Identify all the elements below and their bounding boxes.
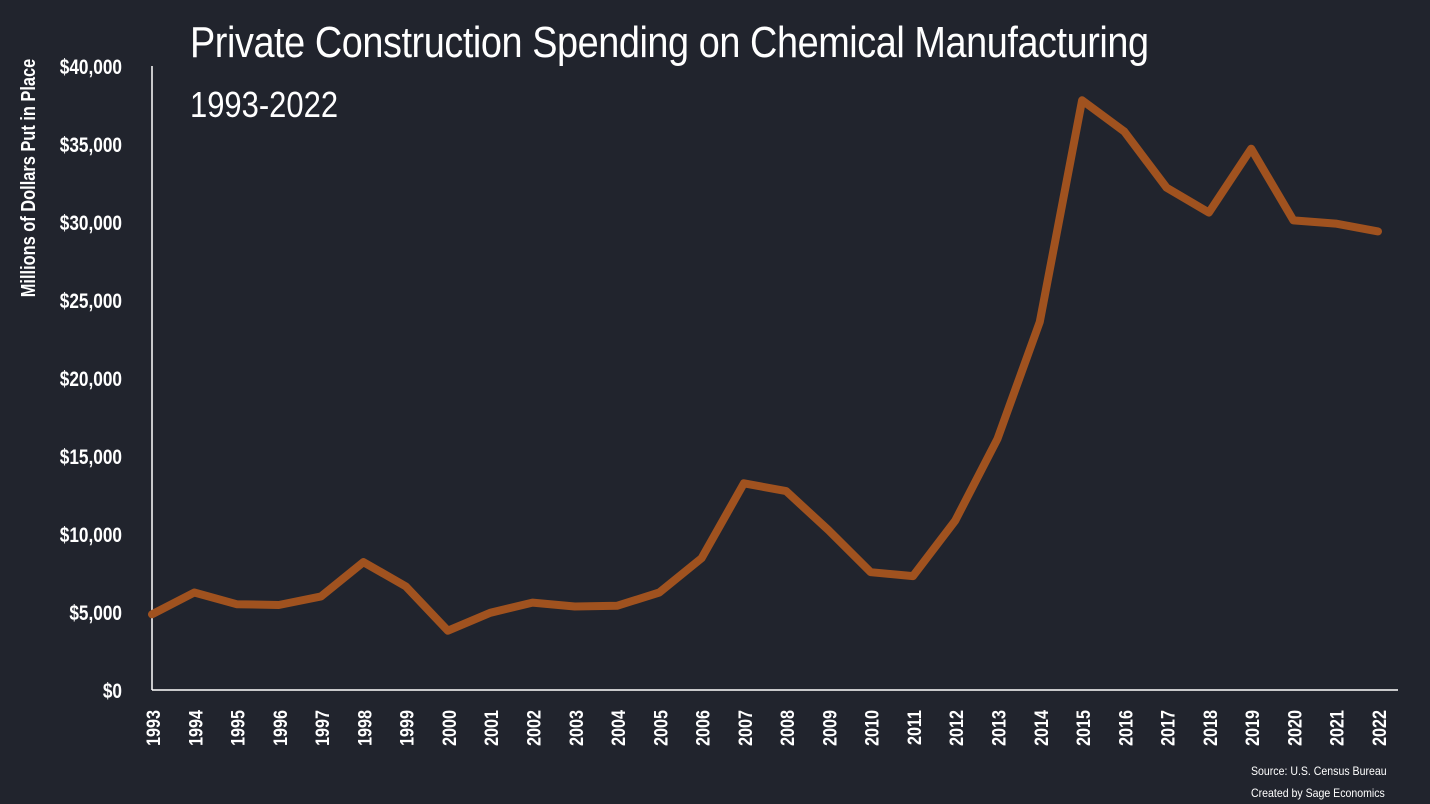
x-tick-label: 2013 bbox=[988, 710, 1010, 746]
y-tick-label: $0 bbox=[103, 681, 122, 704]
x-tick-label: 1996 bbox=[270, 710, 292, 746]
x-tick-label: 1998 bbox=[354, 710, 376, 746]
x-tick-label: 2009 bbox=[819, 710, 841, 746]
y-tick-label: $40,000 bbox=[60, 57, 122, 80]
chart-subtitle: 1993-2022 bbox=[190, 84, 339, 125]
x-tick-label: 2022 bbox=[1369, 710, 1391, 746]
x-tick-label: 2015 bbox=[1073, 710, 1095, 746]
source-note: Source: U.S. Census Bureau bbox=[1251, 764, 1387, 778]
x-tick-label: 2016 bbox=[1115, 710, 1137, 746]
x-tick-label: 2003 bbox=[566, 710, 588, 746]
x-tick-label: 2005 bbox=[650, 710, 672, 746]
y-axis-label: Millions of Dollars Put in Place bbox=[16, 59, 39, 297]
y-tick-label: $30,000 bbox=[60, 213, 122, 236]
x-tick-label: 2014 bbox=[1031, 710, 1053, 746]
x-tick-label: 2021 bbox=[1326, 710, 1348, 746]
y-tick-label: $20,000 bbox=[60, 369, 122, 392]
x-tick-label: 2002 bbox=[523, 710, 545, 746]
y-tick-label: $25,000 bbox=[60, 291, 122, 314]
x-tick-label: 2006 bbox=[692, 710, 714, 746]
y-tick-label: $15,000 bbox=[60, 447, 122, 470]
x-tick-label: 1999 bbox=[396, 710, 418, 746]
x-tick-label: 1993 bbox=[143, 710, 165, 746]
chart-title: Private Construction Spending on Chemica… bbox=[190, 18, 1149, 67]
x-tick-label: 2001 bbox=[481, 710, 503, 746]
x-tick-label: 2012 bbox=[946, 710, 968, 746]
x-tick-label: 2011 bbox=[904, 710, 926, 745]
y-tick-label: $5,000 bbox=[69, 603, 122, 626]
x-tick-label: 1997 bbox=[312, 710, 334, 746]
y-tick-label: $35,000 bbox=[60, 135, 122, 158]
x-tick-label: 2017 bbox=[1157, 710, 1179, 746]
x-tick-label: 2019 bbox=[1242, 710, 1264, 746]
x-tick-label: 2020 bbox=[1284, 710, 1306, 746]
x-tick-label: 1995 bbox=[227, 710, 249, 746]
series-line bbox=[148, 96, 1382, 635]
x-tick-label: 2000 bbox=[439, 710, 461, 746]
y-tick-label: $10,000 bbox=[60, 525, 122, 548]
x-tick-label: 2007 bbox=[735, 710, 757, 746]
x-tick-label: 2018 bbox=[1200, 710, 1222, 746]
x-tick-label: 2004 bbox=[608, 710, 630, 746]
x-tick-label: 2010 bbox=[861, 710, 883, 746]
x-tick-label: 1994 bbox=[185, 710, 207, 746]
credit-note: Created by Sage Economics bbox=[1251, 786, 1385, 800]
x-tick-label: 2008 bbox=[777, 710, 799, 746]
